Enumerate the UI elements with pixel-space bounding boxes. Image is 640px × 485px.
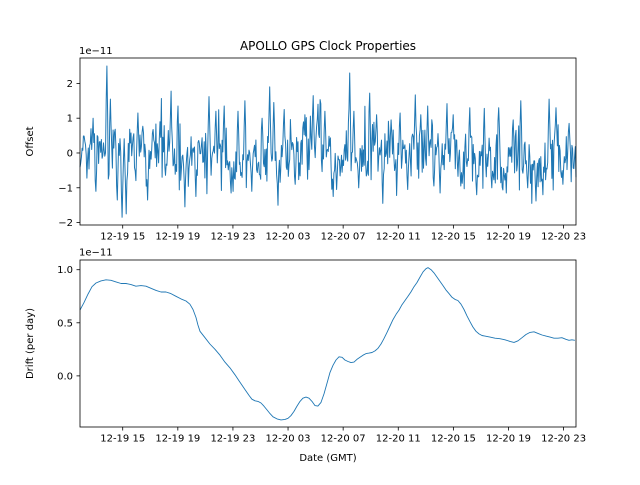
x-tick-label: 12-19 15 (100, 232, 145, 243)
y-tick-label: 0 (67, 148, 73, 159)
x-tick-label: 12-20 11 (376, 232, 421, 243)
x-axis-label: Date (GMT) (299, 453, 356, 464)
y-tick-label: 1.0 (57, 265, 73, 276)
y-tick-label: 0.5 (57, 318, 73, 329)
y-tick-label: 1 (67, 114, 73, 125)
clock-offset-noise-line (79, 65, 577, 218)
drift-scale-label: 1e−11 (79, 248, 113, 259)
x-tick-label: 12-20 19 (486, 434, 531, 445)
x-tick-label: 12-20 03 (266, 434, 311, 445)
y-tick-label: −2 (58, 218, 73, 229)
axes-frame (79, 57, 577, 226)
y-tick-label: −1 (58, 183, 73, 194)
offset-scale-label: 1e−11 (79, 46, 113, 57)
chart-title: APOLLO GPS Clock Properties (240, 39, 416, 53)
x-tick-label: 12-20 11 (376, 434, 421, 445)
y-tick-label: 0.0 (57, 371, 73, 382)
y-tick-label: 2 (67, 79, 73, 90)
x-tick-label: 12-19 23 (210, 232, 255, 243)
x-tick-label: 12-20 23 (541, 232, 586, 243)
x-tick-label: 12-19 15 (100, 434, 145, 445)
drift-y-axis-label: Drift (per day) (25, 308, 36, 379)
x-tick-label: 12-20 07 (321, 232, 366, 243)
axes-frame (79, 259, 577, 428)
x-tick-label: 12-19 23 (210, 434, 255, 445)
x-tick-label: 12-20 07 (321, 434, 366, 445)
x-tick-label: 12-20 15 (431, 434, 476, 445)
offset-plot-axes: 12-19 15 12-19 19 12-19 23 12-20 03 12-20 07… (58, 57, 586, 243)
clock-drift-line (79, 267, 575, 421)
x-tick-label: 12-19 19 (155, 232, 200, 243)
offset-y-axis-label: Offset (25, 126, 36, 156)
x-tick-label: 12-20 23 (541, 434, 586, 445)
x-tick-label: 12-20 19 (486, 232, 531, 243)
x-tick-label: 12-19 19 (155, 434, 200, 445)
drift-plot-axes: 12-19 15 12-19 19 12-19 23 12-20 03 12-20 07… (57, 259, 586, 445)
x-tick-label: 12-20 15 (431, 232, 476, 243)
x-tick-label: 12-20 03 (266, 232, 311, 243)
